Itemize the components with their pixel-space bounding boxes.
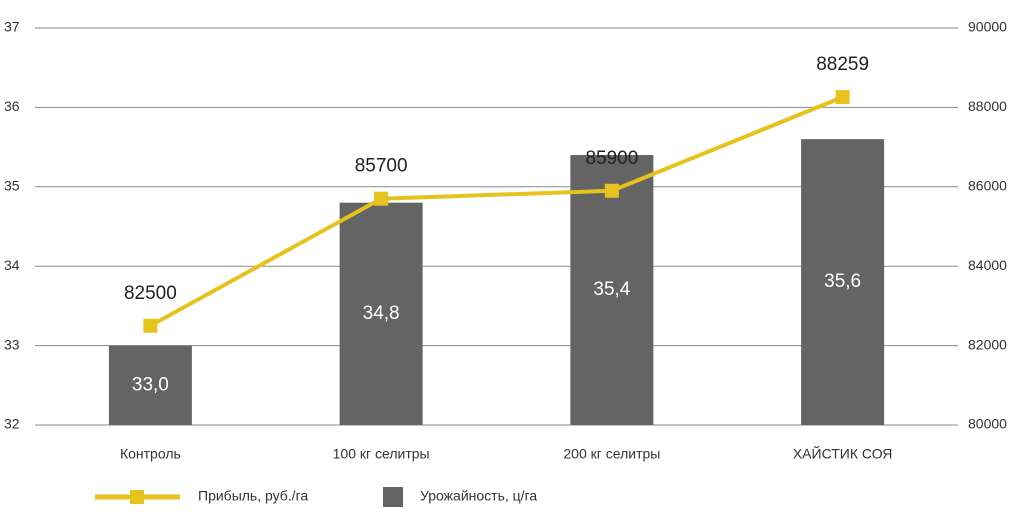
- x-tick-label: Контроль: [120, 446, 181, 462]
- x-tick-label: 100 кг селитры: [333, 446, 430, 462]
- line-marker: [604, 183, 619, 198]
- y2-tick-label: 84000: [968, 257, 1007, 273]
- y-tick-label: 35: [4, 178, 20, 194]
- legend-marker: [130, 490, 144, 504]
- y-tick-label: 33: [4, 336, 20, 352]
- y2-tick-label: 86000: [968, 178, 1007, 194]
- legend-label: Прибыль, руб./га: [198, 488, 308, 504]
- bar: [801, 139, 885, 425]
- legend-swatch: [383, 487, 403, 507]
- bar-value-label: 35,4: [593, 279, 630, 300]
- x-tick-label: 200 кг селитры: [563, 446, 660, 462]
- line: [149, 95, 844, 328]
- line-marker: [374, 191, 389, 206]
- y2-tick-label: 88000: [968, 98, 1007, 114]
- legend-label: Урожайность, ц/га: [420, 488, 537, 504]
- line-value-label: 85900: [585, 148, 638, 169]
- y2-tick-label: 90000: [968, 19, 1007, 35]
- bar: [570, 155, 654, 426]
- bar-value-label: 34,8: [363, 303, 400, 324]
- x-tick-label: ХАЙСТИК СОЯ: [793, 445, 893, 462]
- bar: [108, 345, 192, 425]
- line-value-label: 82500: [124, 283, 177, 304]
- line-value-label: 85700: [355, 156, 408, 177]
- y-tick-label: 32: [4, 416, 20, 432]
- y2-tick-label: 80000: [968, 416, 1007, 432]
- line-marker: [835, 90, 850, 105]
- bar-value-label: 33,0: [132, 374, 169, 395]
- bar: [339, 202, 423, 425]
- line-value-label: 88259: [816, 54, 869, 75]
- bar-value-label: 35,6: [824, 271, 861, 292]
- y2-tick-label: 82000: [968, 336, 1007, 352]
- y-tick-label: 36: [4, 98, 20, 114]
- y-tick-label: 34: [4, 257, 20, 273]
- y-tick-label: 37: [4, 19, 20, 35]
- line-marker: [143, 318, 158, 333]
